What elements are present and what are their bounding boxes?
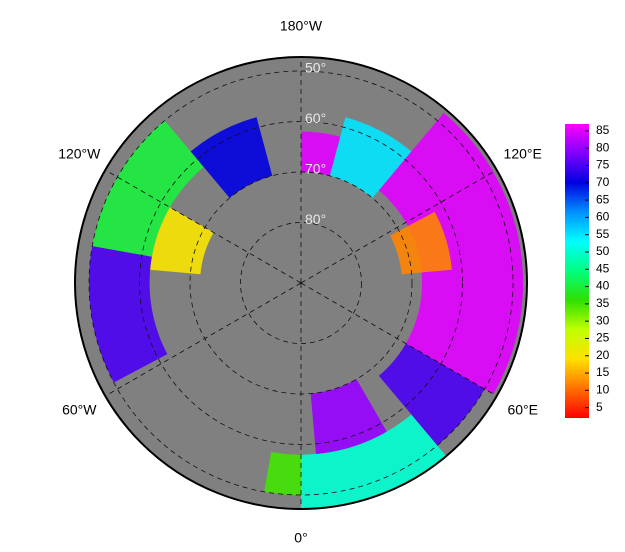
lat-circle xyxy=(240,222,362,344)
graticule xyxy=(88,57,514,509)
colorbar-tick-label: 65 xyxy=(596,192,610,206)
colorbar-tick-label: 20 xyxy=(596,348,610,362)
data-cell xyxy=(264,451,301,495)
data-cell xyxy=(390,211,452,275)
colorbar-tick-label: 55 xyxy=(596,227,610,241)
colorbar-tick-label: 30 xyxy=(596,313,610,327)
data-cell xyxy=(301,131,341,176)
colorbar-tick-label: 75 xyxy=(596,158,610,172)
lon-line xyxy=(105,169,302,284)
lat-label: 60° xyxy=(305,110,326,126)
data-layer xyxy=(89,112,523,509)
data-cell xyxy=(89,246,168,383)
colorbar-tick-label: 15 xyxy=(596,365,610,379)
colorbar-tick-label: 5 xyxy=(596,400,603,414)
colorbar-tick-label: 85 xyxy=(596,123,610,137)
lon-line xyxy=(105,282,302,397)
colorbar-tick-label: 80 xyxy=(596,140,610,154)
colorbar-tick-label: 50 xyxy=(596,244,610,258)
colorbar-tick-label: 10 xyxy=(596,383,610,397)
lon-label: 60°W xyxy=(62,402,97,418)
data-cell xyxy=(329,117,412,198)
lon-label: 0° xyxy=(294,530,307,546)
lat-circle xyxy=(88,70,514,496)
data-cell xyxy=(92,120,204,257)
colorbar xyxy=(565,124,589,418)
lat-label: 70° xyxy=(305,161,326,177)
data-cell xyxy=(301,414,451,509)
lat-label: 80° xyxy=(305,211,326,227)
data-cell xyxy=(310,379,387,454)
colorbar-tick-label: 35 xyxy=(596,296,610,310)
lat-circle xyxy=(139,121,463,445)
map-border xyxy=(74,56,528,510)
data-cell xyxy=(190,117,273,198)
colorbar-tick-label: 70 xyxy=(596,175,610,189)
lon-label: 180°W xyxy=(280,18,323,34)
colorbar-tick-label: 25 xyxy=(596,331,610,345)
lon-label: 120°E xyxy=(504,146,542,162)
colorbar-tick-label: 40 xyxy=(596,279,610,293)
data-cell xyxy=(150,207,214,275)
lon-line xyxy=(300,169,497,284)
lon-line xyxy=(300,282,497,397)
colorbar-tick-label: 45 xyxy=(596,261,610,275)
data-cell xyxy=(378,112,523,395)
lon-label: 120°W xyxy=(58,146,101,162)
lat-label: 50° xyxy=(305,60,326,76)
colorbar-tick-label: 60 xyxy=(596,210,610,224)
lon-label: 60°E xyxy=(507,402,538,418)
data-cell xyxy=(378,343,485,446)
